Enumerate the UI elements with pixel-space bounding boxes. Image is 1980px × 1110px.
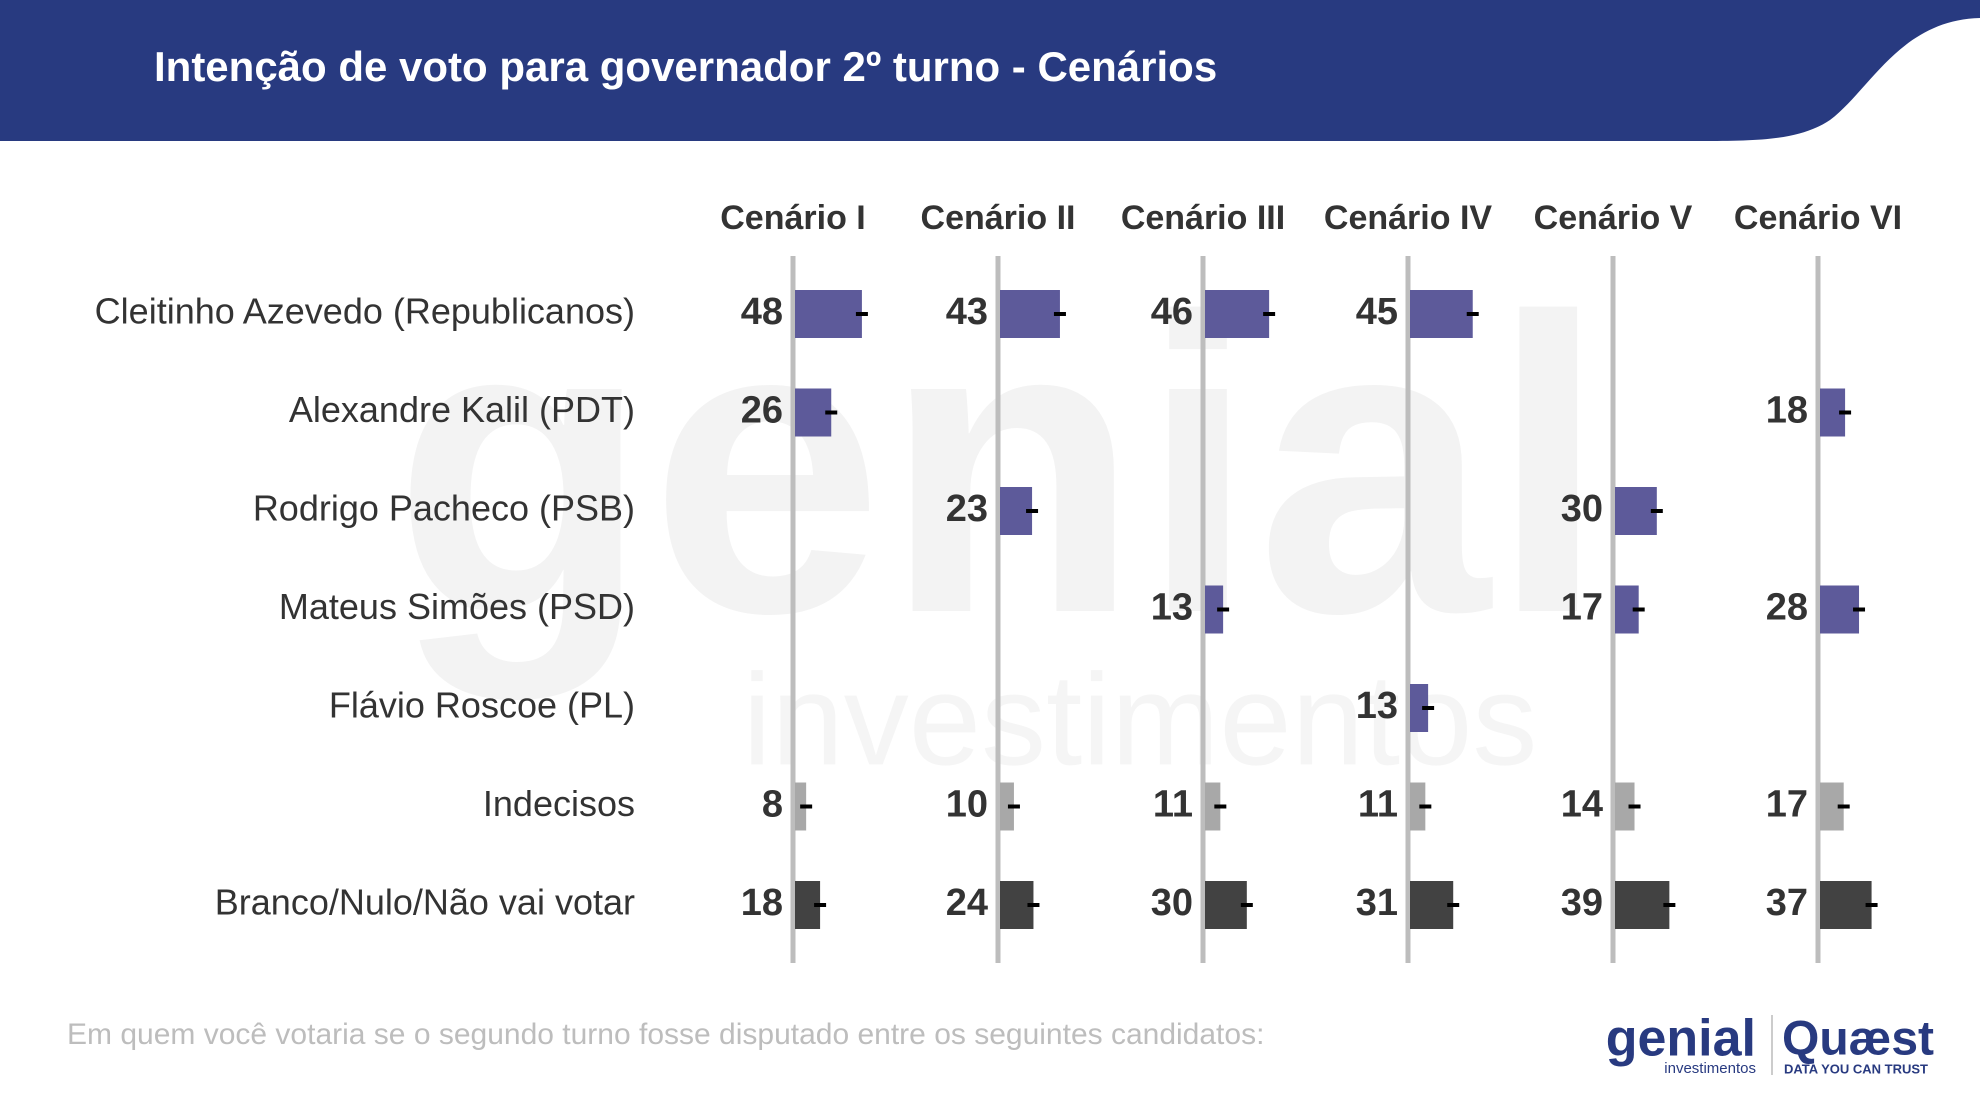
scenario-header: Cenário IV: [1324, 199, 1492, 237]
bar: [1205, 881, 1247, 929]
scenario-header: Cenário III: [1121, 199, 1285, 237]
value-label: 18: [1766, 390, 1808, 432]
value-label: 11: [1358, 784, 1398, 826]
footnote: Em quem você votaria se o segundo turno …: [67, 1018, 1264, 1051]
bar: [1000, 782, 1014, 831]
scenario-header: Cenário I: [720, 199, 865, 237]
bar: [1205, 290, 1270, 338]
bar: [1205, 782, 1221, 831]
bar: [1820, 782, 1844, 831]
value-label: 28: [1766, 587, 1808, 629]
value-label: 8: [762, 784, 783, 826]
bar: [1410, 684, 1429, 732]
category-label: Flávio Roscoe (PL): [329, 685, 635, 726]
bar: [1410, 881, 1454, 929]
bar: [1820, 881, 1872, 929]
chart-title: Intenção de voto para governador 2º turn…: [154, 43, 1217, 90]
bar: [1410, 782, 1426, 831]
bar: [795, 388, 832, 437]
value-label: 13: [1151, 587, 1193, 629]
header-band: [0, 0, 1980, 141]
value-label: 45: [1356, 291, 1398, 333]
value-label: 46: [1151, 291, 1193, 333]
value-label: 24: [946, 882, 988, 924]
category-label: Branco/Nulo/Não vai votar: [215, 882, 635, 923]
category-label: Rodrigo Pacheco (PSB): [253, 488, 635, 529]
bar: [1615, 585, 1639, 634]
bar: [795, 290, 862, 338]
bar: [1820, 585, 1860, 634]
value-label: 26: [741, 390, 783, 432]
quaest-logo-sub: DATA YOU CAN TRUST: [1784, 1061, 1928, 1076]
scenario-header: Cenário V: [1534, 199, 1693, 237]
category-label: Alexandre Kalil (PDT): [289, 389, 635, 430]
value-label: 30: [1561, 488, 1603, 530]
value-label: 30: [1151, 882, 1193, 924]
category-label: Indecisos: [483, 783, 635, 824]
value-label: 23: [946, 488, 988, 530]
watermark-sub: investimentos: [743, 646, 1538, 792]
quaest-logo: Quæst: [1782, 1013, 1934, 1066]
bar: [1615, 487, 1657, 535]
value-label: 13: [1356, 685, 1398, 727]
value-label: 48: [741, 291, 783, 333]
bar: [1205, 585, 1224, 634]
scenario-header: Cenário VI: [1734, 199, 1902, 237]
bar: [1615, 782, 1635, 831]
bar: [1410, 290, 1473, 338]
value-label: 18: [741, 882, 783, 924]
value-label: 31: [1356, 882, 1398, 924]
value-label: 39: [1561, 882, 1603, 924]
value-label: 10: [946, 784, 988, 826]
scenario-header: Cenário II: [921, 199, 1076, 237]
value-label: 17: [1561, 587, 1603, 629]
bar: [1000, 290, 1060, 338]
value-label: 37: [1766, 882, 1808, 924]
genial-logo-sub: investimentos: [1664, 1060, 1756, 1077]
category-label: Cleitinho Azevedo (Republicanos): [95, 291, 635, 332]
value-label: 14: [1561, 784, 1603, 826]
category-label: Mateus Simões (PSD): [279, 586, 635, 627]
value-label: 43: [946, 291, 988, 333]
value-label: 17: [1766, 784, 1808, 826]
genial-logo: genial: [1606, 1010, 1756, 1068]
value-label: 11: [1153, 784, 1193, 826]
bar: [1615, 881, 1670, 929]
